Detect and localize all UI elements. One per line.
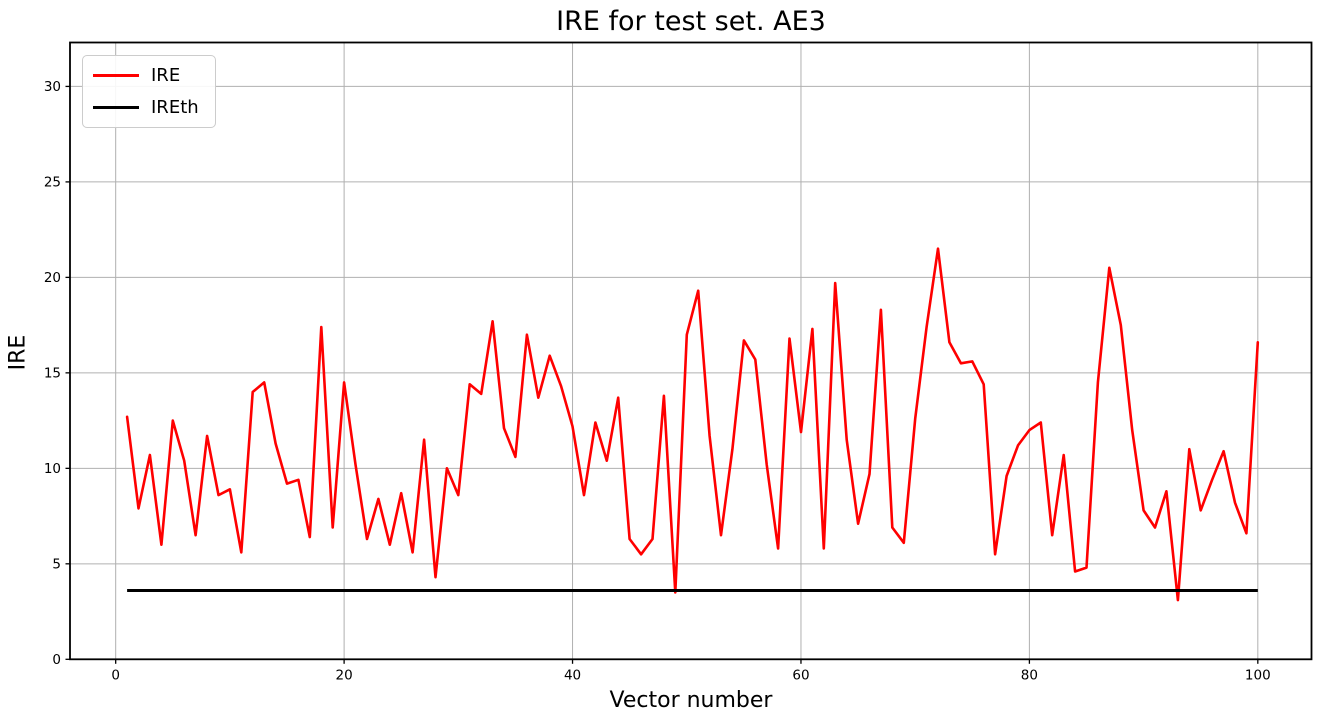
plot-border xyxy=(69,41,1313,661)
legend-label-ire: IRE xyxy=(151,65,181,86)
ire-line xyxy=(125,247,1260,602)
legend-item-ireth: IREth xyxy=(93,97,199,119)
legend-label-ireth: IREth xyxy=(151,96,199,118)
y-tick-label: 15 xyxy=(44,365,61,381)
y-tick-label: 20 xyxy=(44,270,61,286)
legend: IRE IREth xyxy=(82,55,216,129)
y-axis-label: IRE xyxy=(5,334,31,371)
y-tick-label: 0 xyxy=(52,652,61,668)
y-tick-label: 30 xyxy=(44,79,61,95)
y-tick-label: 25 xyxy=(44,174,61,190)
x-axis-label: Vector number xyxy=(609,688,773,713)
x-tick-label: 60 xyxy=(792,667,809,683)
chart-title: IRE for test set. AE3 xyxy=(556,6,826,37)
x-tick-label: 80 xyxy=(1021,667,1038,683)
x-tick-label: 100 xyxy=(1245,667,1271,683)
x-tick-label: 40 xyxy=(564,667,581,683)
y-tick-label: 5 xyxy=(52,556,61,572)
y-tick-label: 10 xyxy=(44,461,61,477)
legend-line-ire-icon xyxy=(93,74,139,78)
x-tick-label: 20 xyxy=(336,667,353,683)
legend-line-ireth-icon xyxy=(93,105,139,109)
legend-item-ire: IRE xyxy=(93,65,199,87)
x-tick-label: 0 xyxy=(111,667,120,683)
